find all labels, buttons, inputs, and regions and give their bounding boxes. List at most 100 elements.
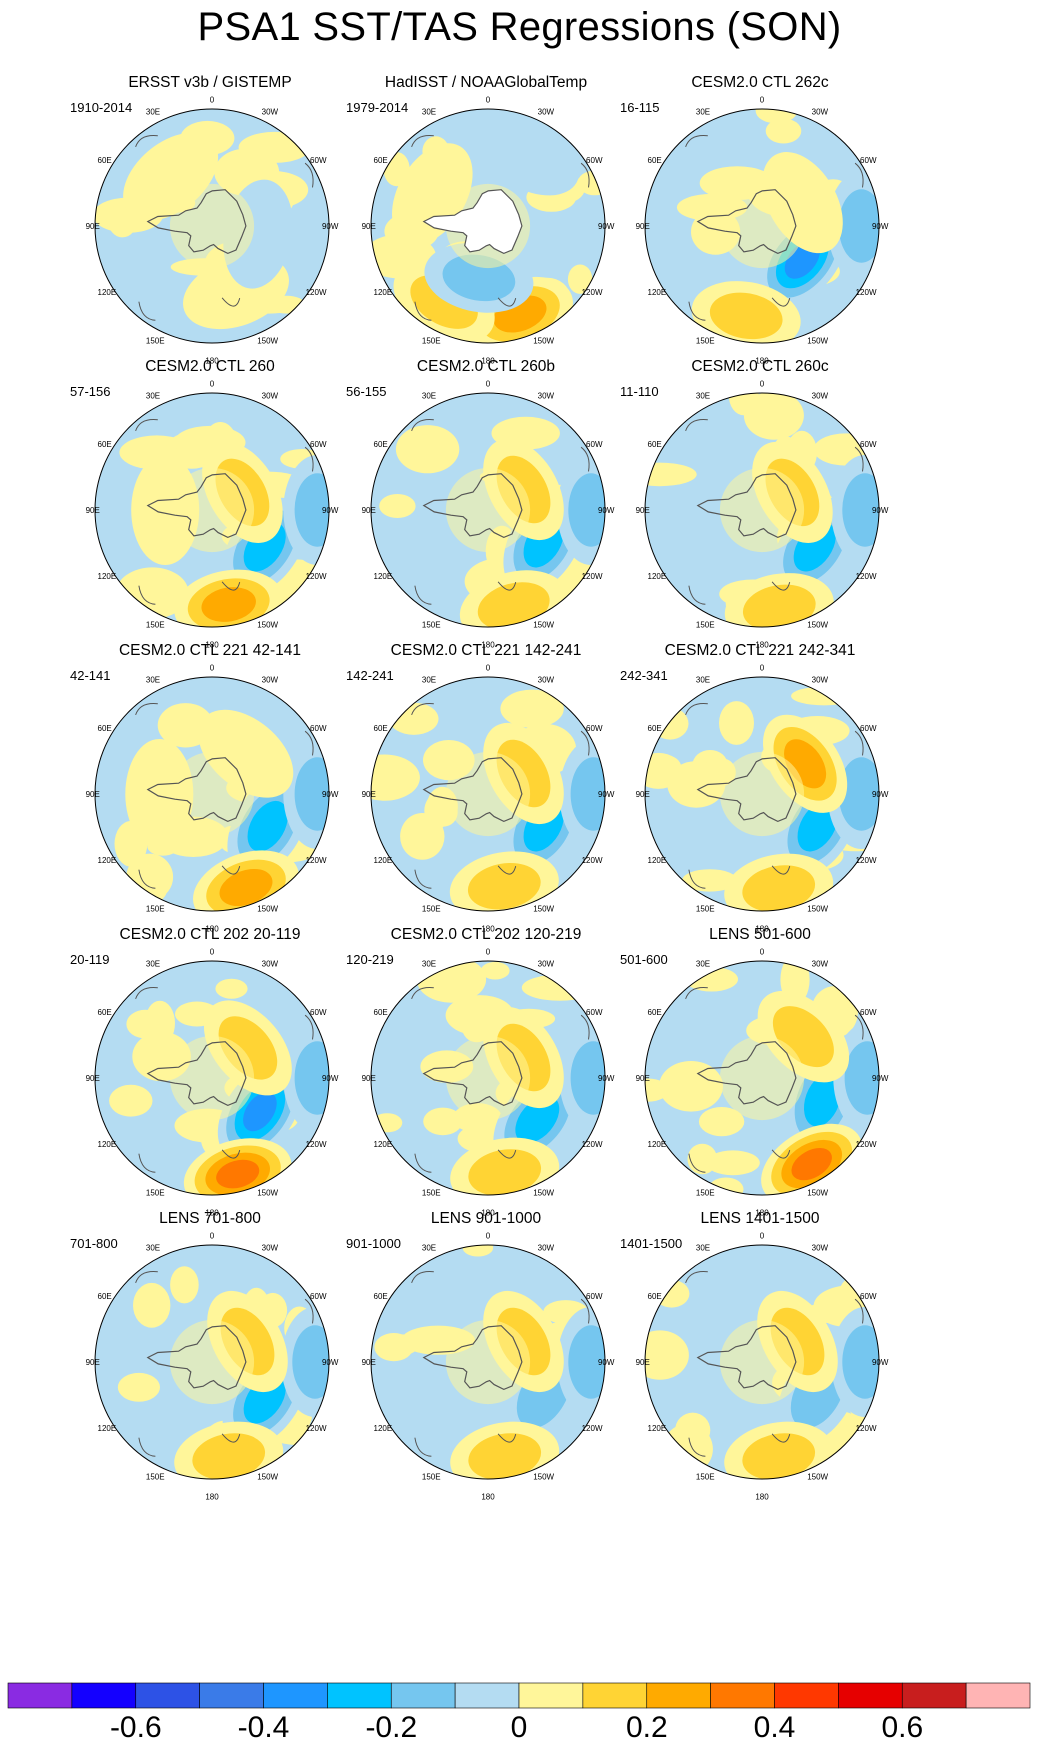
longitude-label-left-low: 120W [582, 856, 603, 865]
longitude-label-right-top: 30E [422, 1244, 436, 1253]
longitude-label-left-low: 120W [582, 572, 603, 581]
longitude-label-right-bottom: 150E [146, 905, 165, 914]
warm-patch [685, 966, 738, 992]
panel-title: CESM2.0 CTL 260 [145, 358, 275, 375]
coast-fragment-0 [580, 1014, 590, 1040]
longitude-label-left-top: 30W [812, 1244, 829, 1253]
warm-patch [706, 1150, 760, 1176]
longitude-label-top: 0 [210, 95, 215, 104]
warm-anomaly-2 [742, 1433, 816, 1479]
panel-period: 701-800 [70, 1236, 118, 1251]
colorbar-tick-label: 0.6 [881, 1711, 924, 1744]
longitude-label-right: 90E [86, 1074, 100, 1083]
longitude-label-left-bottom: 150W [257, 1189, 278, 1198]
cool-anomaly-0 [515, 1095, 560, 1144]
longitude-label-left-mid: 60W [860, 1292, 877, 1301]
cool-anomaly-3 [478, 114, 580, 196]
longitude-label-top: 0 [760, 663, 765, 672]
panel-period: 142-241 [346, 668, 394, 683]
longitude-label-left-low: 120W [856, 1424, 877, 1433]
polar-map: 0 30E 60E 90E 120E 150E 180 150W 120W 90W 60W 30W [636, 379, 889, 650]
coast-fragment-1 [685, 986, 708, 1000]
map-panel: 0 30E 60E 90E 120E 150E 180 150W 120W 90W 60W 30W LE… [60, 1210, 360, 1510]
longitude-label-left-mid: 60W [586, 440, 603, 449]
warm-anomaly-2 [742, 584, 816, 627]
longitude-label-bottom: 180 [205, 925, 219, 934]
map-panel: 0 30E 60E 90E 120E 150E 180 150W 120W 90W 60W 30W CE… [610, 74, 910, 374]
longitude-label-left-bottom: 150W [257, 337, 278, 346]
longitude-label-left-bottom: 150W [533, 337, 554, 346]
polar-map: 0 30E 60E 90E 120E 150E 180 150W 120W 90W 60W 30W [86, 1231, 339, 1501]
longitude-label-left-mid: 60W [586, 1008, 603, 1017]
warm-patch [698, 1107, 745, 1137]
coast-fragment-1 [685, 418, 708, 432]
coast-fragment-3 [221, 1149, 241, 1159]
polar-map: 0 30E 60E 90E 120E 150E 180 150W 120W 90W 60W 30W [636, 947, 889, 1218]
polar-map: 0 30E 60E 90E 120E 150E 180 150W 120W 90W 60W 30W [362, 95, 615, 366]
longitude-label-left-top: 30W [262, 108, 279, 117]
longitude-label-left: 90W [322, 1358, 339, 1367]
panel-title: LENS 901-1000 [430, 1210, 542, 1227]
warm-anomaly-2 [742, 865, 816, 911]
map-border [94, 1244, 330, 1480]
longitude-label-right-mid: 60E [98, 1008, 112, 1017]
panel-title: CESM2.0 CTL 221 242-341 [664, 642, 856, 659]
coast-fragment-1 [411, 1270, 434, 1284]
longitude-label-right-mid: 60E [648, 1008, 662, 1017]
longitude-label-right: 90E [362, 1074, 376, 1083]
cool-anomaly-1 [568, 1325, 605, 1399]
panel-period: 1979-2014 [346, 100, 409, 115]
longitude-label-right-low: 120E [648, 1424, 667, 1433]
longitude-label-right-top: 30E [422, 108, 436, 117]
coast-fragment-2 [688, 301, 706, 321]
longitude-label-left-bottom: 150W [807, 1189, 828, 1198]
panel-period: 42-141 [70, 668, 111, 683]
longitude-label-left-low: 120W [856, 288, 877, 297]
polar-map: 0 30E 60E 90E 120E 150E 180 150W 120W 90W 60W 30W [636, 1231, 889, 1501]
longitude-label-right-top: 30E [696, 960, 710, 969]
map-border [644, 960, 880, 1196]
longitude-label-left-top: 30W [538, 108, 555, 117]
longitude-label-right-mid: 60E [648, 724, 662, 733]
coast-fragment-0 [854, 446, 864, 472]
panel-title: LENS 501-600 [709, 926, 811, 943]
polar-map: 0 30E 60E 90E 120E 150E 180 150W 120W 90W 60W 30W [86, 947, 339, 1217]
panel-title: CESM2.0 CTL 221 42-141 [118, 642, 302, 659]
antarctica-coastline [146, 1325, 247, 1391]
polar-map: 0 30E 60E 90E 120E 150E 180 150W 120W 90W 60W 30W [636, 663, 889, 933]
cool-anomaly-1 [838, 757, 879, 831]
longitude-label-right-low: 120E [374, 572, 393, 581]
coast-fragment-0 [580, 1298, 590, 1324]
inner-ring [169, 183, 255, 269]
coast-fragment-3 [497, 1433, 517, 1443]
longitude-label-left-mid: 60W [586, 724, 603, 733]
longitude-label-right: 90E [362, 1358, 376, 1367]
coast-fragment-1 [685, 134, 708, 148]
warm-patch [500, 689, 564, 728]
warm-patch [521, 974, 598, 1001]
longitude-label-right-bottom: 150E [696, 337, 715, 346]
longitude-label-bottom: 180 [755, 1209, 769, 1218]
warm-patch [650, 755, 682, 780]
longitude-label-bottom: 180 [481, 357, 495, 366]
antarctica-coastline [696, 473, 797, 539]
longitude-label-right-bottom: 150E [146, 1189, 165, 1198]
longitude-label-bottom: 180 [755, 641, 769, 650]
inner-ring [719, 1035, 805, 1121]
warm-patch [755, 109, 798, 124]
warm-patch [395, 425, 460, 474]
longitude-label-bottom: 180 [481, 1209, 495, 1218]
longitude-label-left-bottom: 150W [257, 1473, 278, 1482]
longitude-label-top: 0 [760, 95, 765, 104]
warm-patch [662, 1423, 713, 1475]
longitude-label-top: 0 [760, 1231, 765, 1240]
map-panel: 0 30E 60E 90E 120E 150E 180 150W 120W 90W 60W 30W LE… [610, 926, 910, 1226]
map-border [94, 392, 330, 628]
inner-ring [169, 1035, 255, 1121]
longitude-label-left-low: 120W [856, 572, 877, 581]
longitude-label-right-mid: 60E [648, 1292, 662, 1301]
map-panel: 0 30E 60E 90E 120E 150E 180 150W 120W 90W 60W 30W CE… [60, 358, 360, 658]
coast-fragment-0 [304, 1298, 314, 1324]
warm-anomaly-2 [467, 862, 541, 910]
longitude-label-right-top: 30E [146, 960, 160, 969]
